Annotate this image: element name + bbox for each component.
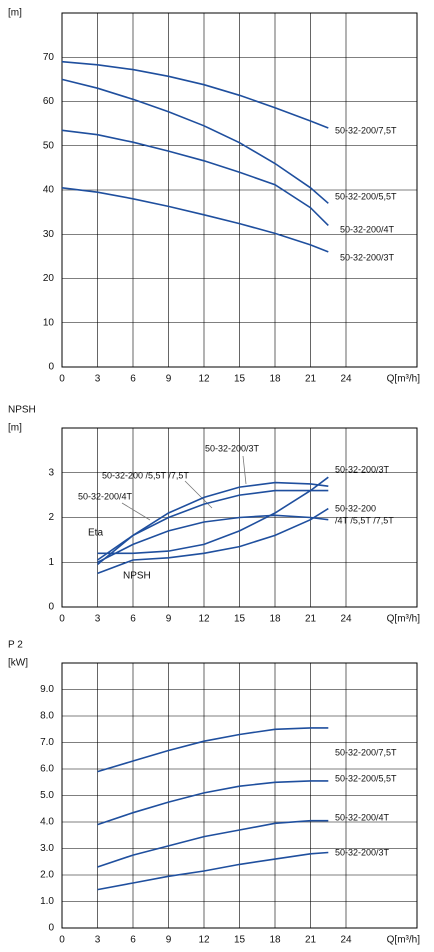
y-tick-label: 20: [43, 273, 55, 284]
x-tick-label: 24: [340, 935, 352, 946]
series-line: [97, 727, 329, 773]
x-tick-label: 0: [59, 374, 65, 385]
x-tick-label: 0: [59, 935, 65, 946]
series-line: [97, 514, 329, 564]
x-tick-label: 0: [59, 614, 65, 625]
x-tick-label: 12: [198, 374, 210, 385]
series-label: 50-32-200/5,5T: [335, 773, 397, 783]
y-axis-label: NPSH: [8, 405, 36, 416]
plot-frame: [61, 662, 418, 929]
x-axis-label: Q[m³/h]: [387, 614, 421, 625]
y-axis-label: [m]: [8, 8, 22, 19]
series-label: 50-32-200/3T: [205, 443, 260, 453]
series-label: 50-32-200/4T: [335, 812, 390, 822]
y-tick-label: 40: [43, 185, 55, 196]
x-tick-label: 9: [166, 374, 172, 385]
x-tick-label: 18: [269, 935, 281, 946]
y-tick-label: 0: [48, 362, 54, 373]
series-label: 50-32-200/7,5T: [335, 125, 397, 135]
series-label: 50-32-200/4T: [340, 224, 395, 234]
y-tick-label: 3: [48, 467, 54, 478]
x-tick-label: 9: [166, 935, 172, 946]
series-label: 50-32-200 /5,5T /7,5T: [102, 470, 189, 480]
series-label: 50-32-200/3T: [335, 464, 390, 474]
x-tick-label: 18: [269, 374, 281, 385]
y-tick-label: 1: [48, 557, 54, 568]
y-tick-label: 2.0: [40, 870, 54, 881]
y-tick-label: 2: [48, 512, 54, 523]
y-tick-label: 0: [48, 923, 54, 934]
y-axis-label: P 2: [8, 640, 23, 651]
series-label: 50-32-200/3T: [335, 847, 390, 857]
x-tick-label: 12: [198, 935, 210, 946]
x-tick-label: 21: [305, 614, 317, 625]
x-axis-label: Q[m³/h]: [387, 374, 421, 385]
series-label: 50-32-200: [335, 503, 376, 513]
x-tick-label: 15: [234, 614, 246, 625]
x-tick-label: 3: [95, 935, 101, 946]
series-line: [61, 60, 329, 129]
annotation: Eta: [88, 528, 103, 539]
annotation: NPSH: [123, 571, 151, 582]
x-tick-label: 6: [130, 935, 136, 946]
y-tick-label: 6.0: [40, 764, 54, 775]
x-tick-label: 12: [198, 614, 210, 625]
leader-line: [121, 502, 151, 521]
x-axis-label: Q[m³/h]: [387, 935, 421, 946]
x-tick-label: 6: [130, 374, 136, 385]
y-tick-label: 10: [43, 317, 55, 328]
series-label: 50-32-200/4T: [78, 491, 133, 501]
y-tick-label: 5.0: [40, 790, 54, 801]
y-tick-label: 50: [43, 140, 55, 151]
series-label: 50-32-200/3T: [340, 252, 395, 262]
y-tick-label: 0: [48, 602, 54, 613]
series-label: 50-32-200/7,5T: [335, 747, 397, 757]
x-tick-label: 15: [234, 935, 246, 946]
y-tick-label: 7.0: [40, 737, 54, 748]
series-line: [97, 476, 329, 555]
series-line: [97, 780, 329, 826]
y-axis-label: [kW]: [8, 658, 28, 669]
y-tick-label: 70: [43, 52, 55, 63]
series-line: [97, 851, 329, 891]
y-axis-label: H: [8, 0, 15, 1]
series-label: 50-32-200/5,5T: [335, 191, 397, 201]
x-tick-label: 3: [95, 614, 101, 625]
y-axis-label: [m]: [8, 423, 22, 434]
y-tick-label: 1.0: [40, 896, 54, 907]
x-tick-label: 24: [340, 614, 352, 625]
plot-frame: [61, 12, 418, 368]
series-label: /4T /5,5T /7,5T: [335, 515, 394, 525]
x-tick-label: 15: [234, 374, 246, 385]
series-line: [97, 507, 329, 575]
x-tick-label: 21: [305, 374, 317, 385]
y-tick-label: 8.0: [40, 711, 54, 722]
y-tick-label: 3.0: [40, 843, 54, 854]
series-line: [61, 187, 329, 253]
x-tick-label: 21: [305, 935, 317, 946]
series-line: [97, 819, 329, 868]
series-line: [61, 129, 329, 226]
y-tick-label: 30: [43, 229, 55, 240]
plot-frame: [61, 427, 418, 608]
y-tick-label: 9.0: [40, 684, 54, 695]
x-tick-label: 24: [340, 374, 352, 385]
y-tick-label: 4.0: [40, 817, 54, 828]
x-tick-label: 6: [130, 614, 136, 625]
series-line: [61, 78, 329, 204]
leader-line: [242, 455, 247, 485]
x-tick-label: 18: [269, 614, 281, 625]
x-tick-label: 3: [95, 374, 101, 385]
y-tick-label: 60: [43, 96, 55, 107]
x-tick-label: 9: [166, 614, 172, 625]
series-line: [97, 489, 329, 561]
